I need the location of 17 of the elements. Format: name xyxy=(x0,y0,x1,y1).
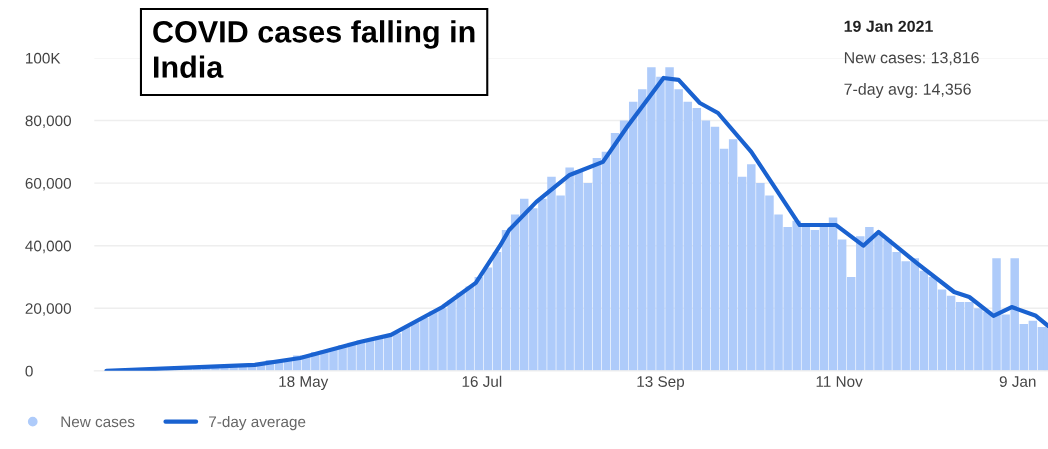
x-tick-label: 16 Jul xyxy=(462,375,502,387)
y-tick-label: 0 xyxy=(25,365,33,377)
x-tick-label: 13 Sep xyxy=(637,376,685,390)
text: 19 Jan 2021 xyxy=(844,20,933,32)
annotation: 7-day avg: 14,356 xyxy=(844,83,971,98)
y-tick-label: 40,000 xyxy=(25,240,72,254)
legend-label: 7-day average xyxy=(209,415,306,431)
x-tick-label: 11 Nov xyxy=(816,376,863,387)
legend-label: New cases xyxy=(61,416,135,428)
annotation: New cases: 13,816 xyxy=(844,52,979,66)
y-tick-label: 100K xyxy=(26,52,61,64)
y-tick-label: 80,000 xyxy=(25,115,72,128)
y-tick-label: 60,000 xyxy=(25,177,72,191)
y-tick-label: 20,000 xyxy=(25,303,72,316)
x-tick-label: 18 May xyxy=(279,376,329,390)
x-tick-label: 9 Jan xyxy=(999,376,1036,387)
chart-title: COVID cases falling in India xyxy=(153,20,475,78)
